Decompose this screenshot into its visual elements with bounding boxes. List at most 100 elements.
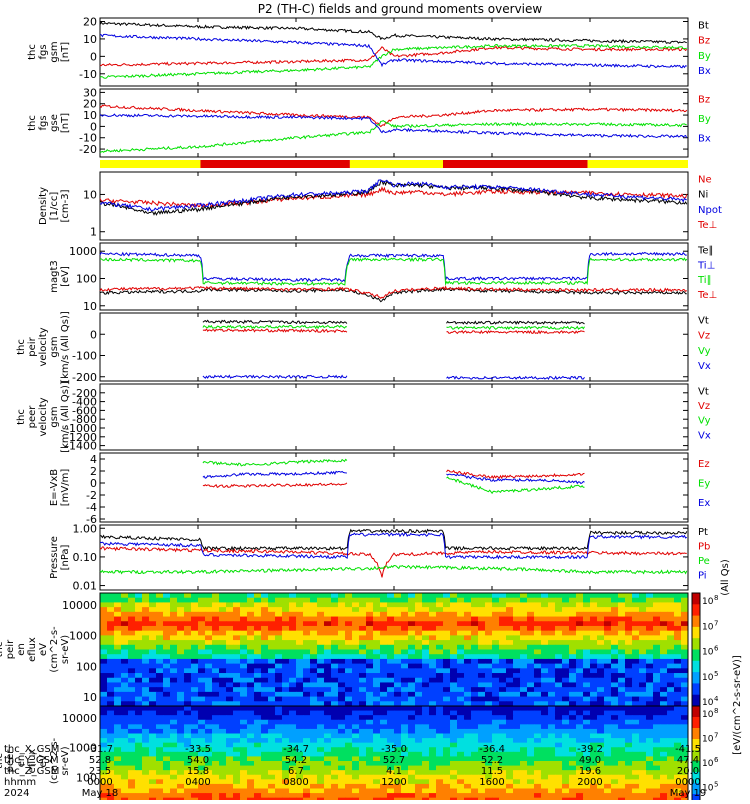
series-Bz <box>99 45 688 67</box>
y-tick-label: 20 <box>83 15 97 28</box>
legend-Vx: Vx <box>698 430 711 441</box>
legend-Ti∥: Ti∥ <box>697 275 712 286</box>
y-tick-label: -400 <box>72 396 97 409</box>
ephemeris-row-label: thc_Z_GSM <box>4 766 59 777</box>
legend-Bx: Bx <box>698 66 711 77</box>
ephemeris-value: 0000 <box>675 777 700 788</box>
colorbar-tick-exponent: 5 <box>714 781 718 789</box>
colorbar-cell <box>692 694 700 707</box>
legend-Bx: Bx <box>698 133 711 144</box>
ephemeris-row-label: thc_X_GSM <box>4 744 59 755</box>
y-axis-label: gsm <box>49 406 60 427</box>
colorbar-cell <box>692 761 700 773</box>
y-tick-label: 20 <box>83 98 97 111</box>
colorbar-tick-exponent: 7 <box>714 619 718 627</box>
y-tick-label: 10 <box>83 691 97 704</box>
colorbar-tick-exponent: 7 <box>714 732 718 740</box>
y-axis-label: fgs <box>38 115 49 130</box>
side-label: (All Qs) <box>720 559 731 596</box>
colorbar-tick-exponent: 8 <box>714 707 718 715</box>
mode-bar-segment <box>349 160 443 168</box>
legend-Pt: Pt <box>698 527 708 538</box>
y-tick-label: 1000 <box>69 630 97 643</box>
legend-Bz: Bz <box>698 36 710 47</box>
legend-Te⊥: Te⊥ <box>697 220 717 231</box>
colorbar-cell <box>692 772 700 784</box>
y-tick-label: 10 <box>83 188 97 201</box>
colorbar-tick-exponent: 6 <box>714 756 719 764</box>
legend-Vx: Vx <box>698 361 711 372</box>
y-tick-label: 0 <box>90 328 97 341</box>
ephemeris-value: 52.7 <box>383 755 405 766</box>
ephemeris-value: 2000 <box>577 777 602 788</box>
mode-bar-segment <box>200 160 350 168</box>
y-tick-label: -100 <box>72 350 97 363</box>
ephemeris-value: 0400 <box>185 777 210 788</box>
spectrogram-peir-spectrogram <box>100 593 689 707</box>
ephemeris-value: 54.2 <box>285 755 307 766</box>
panel-frame-density <box>99 171 689 241</box>
ephemeris-value: May 19 <box>670 788 707 799</box>
legend-Vt: Vt <box>698 386 709 397</box>
colorbar-tick-label: 10 <box>702 622 714 632</box>
ephemeris-value: 0800 <box>283 777 308 788</box>
y-axis-label: Pressure <box>49 536 60 579</box>
ephemeris-value: 15.8 <box>187 766 209 777</box>
ephemeris-value: May 18 <box>82 788 119 799</box>
y-axis-label: eV <box>38 754 49 767</box>
legend-Bz: Bz <box>698 95 710 106</box>
ephemeris-value: -39.2 <box>577 744 603 755</box>
colorbar-tick-exponent: 4 <box>714 695 719 703</box>
y-tick-label: -10 <box>79 68 97 81</box>
colorbar-cell <box>692 672 700 684</box>
ephemeris-value: 23.5 <box>89 766 111 777</box>
colorbar-cell <box>692 717 700 729</box>
y-axis-label: peir <box>5 639 16 659</box>
mode-bar-segment <box>587 160 688 168</box>
y-axis-label: eV <box>38 643 49 656</box>
series-By <box>99 120 687 154</box>
legend-Ex: Ex <box>698 498 710 509</box>
spectrogram-frame <box>99 705 689 804</box>
series-Bx <box>99 33 687 69</box>
y-axis-label: [eV] <box>60 266 71 287</box>
colorbar-frame <box>691 705 701 804</box>
y-tick-label: -200 <box>72 387 97 400</box>
y-tick-label: 10 <box>83 33 97 46</box>
ephemeris-row-label: 2024 <box>4 788 29 799</box>
mode-bar-segment <box>443 160 588 168</box>
y-tick-label: 0.01 <box>73 580 98 593</box>
y-tick-label: -6 <box>86 513 97 526</box>
colorbar-cell <box>692 638 700 650</box>
y-axis-label: E=-VxB <box>49 469 60 506</box>
series-Vy <box>202 324 585 331</box>
ephemeris-value: 47.4 <box>677 755 699 766</box>
legend-Vt: Vt <box>698 316 709 327</box>
series-Vx <box>202 374 585 381</box>
series-Pt <box>100 528 688 552</box>
panel-frame-peir-velocity <box>99 312 689 382</box>
y-axis-label: eflux <box>27 637 38 662</box>
ephemeris-value: -36.4 <box>479 744 505 755</box>
y-axis-label: en <box>16 643 27 656</box>
y-tick-label: 100 <box>76 771 97 784</box>
y-tick-label: 10 <box>83 109 97 122</box>
series-Ti∥ <box>99 257 688 287</box>
legend-Npot: Npot <box>698 205 722 216</box>
y-axis-label: gsm <box>49 336 60 357</box>
plot-title: P2 (TH-C) fields and ground moments over… <box>258 2 543 16</box>
legend-Pi: Pi <box>698 570 707 581</box>
ephemeris-value: 52.8 <box>89 755 111 766</box>
colorbar-tick-label: 10 <box>702 710 714 720</box>
colorbar-cell <box>692 660 700 673</box>
ephemeris-value: 20.0 <box>677 766 699 777</box>
y-axis-label: en <box>16 755 27 768</box>
colorbar-cell <box>692 728 700 740</box>
panel-frame-peer-velocity <box>99 383 689 451</box>
y-tick-label: 0 <box>90 120 97 133</box>
y-axis-label: eflux <box>27 749 38 774</box>
colorbar-tick-label: 10 <box>702 673 714 683</box>
panel-frame-efield <box>99 452 689 523</box>
legend-By: By <box>698 51 711 62</box>
series-Te⊥ <box>99 285 688 299</box>
